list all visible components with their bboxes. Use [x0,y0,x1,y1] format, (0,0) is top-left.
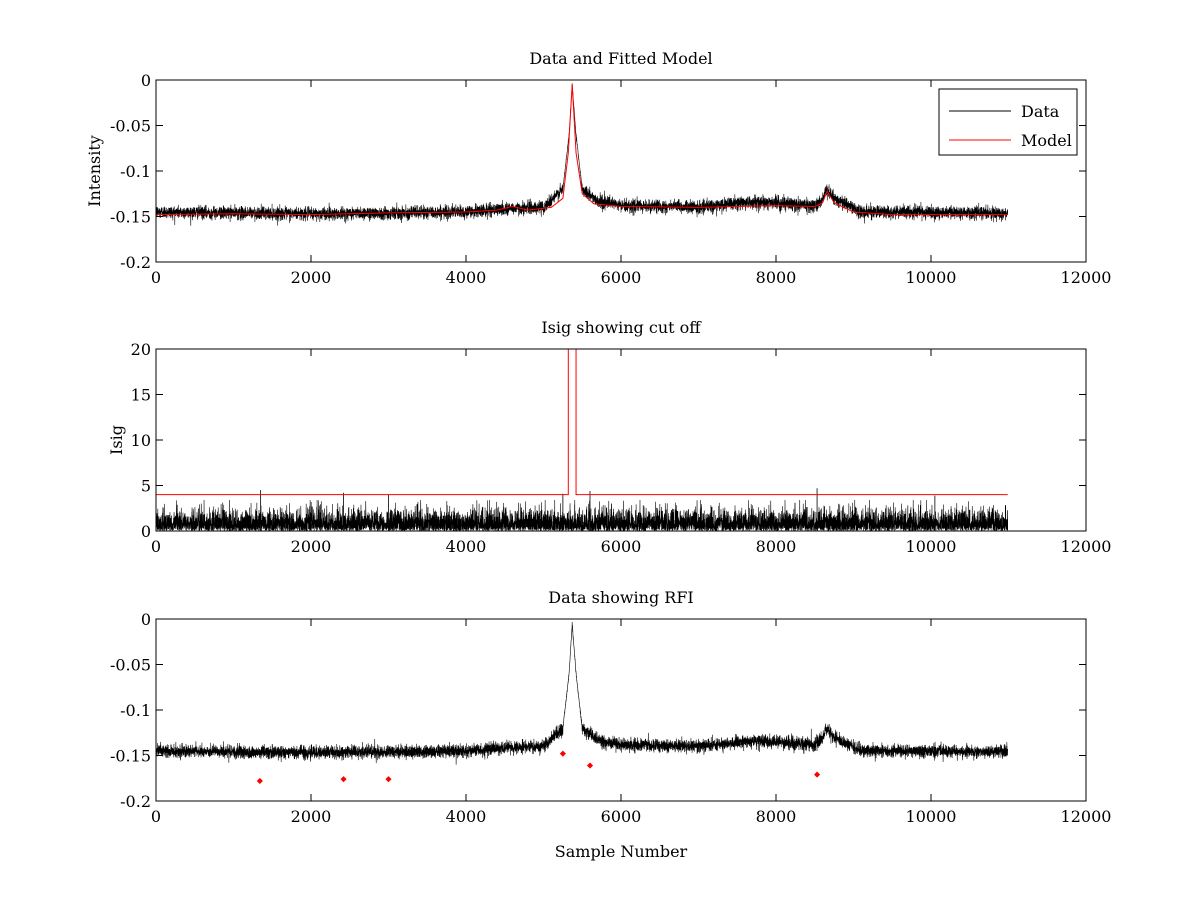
series-line-isig [156,500,1009,531]
y-tick-label: 20 [131,340,151,359]
series-line-data [156,621,1009,765]
x-tick-label: 8000 [756,268,797,287]
rfi-point [814,771,821,778]
legend-label-data: Data [1021,102,1060,121]
x-tick-label: 0 [151,537,161,556]
x-tick-label: 10000 [906,268,957,287]
x-tick-label: 10000 [906,537,957,556]
x-tick-label: 4000 [446,807,487,826]
chart-title: Data and Fitted Model [529,49,712,68]
x-tick-label: 6000 [601,807,642,826]
panel-2: 0 2000 4000 6000 8000 10000 12000 0 5 10 15 20 Isig … [107,318,1111,556]
series-line-model [156,84,1008,216]
legend-box [938,88,1078,156]
x-tick-label: 2000 [291,268,332,287]
x-tick-label: 8000 [756,537,797,556]
y-tick-label: -0.15 [110,208,151,227]
series-line-cutoff [156,349,1008,496]
panels: 0 2000 4000 6000 8000 10000 12000-0.2-0.15-0.1… [85,49,1111,861]
x-tick-label: 0 [151,268,161,287]
rfi-point [559,750,566,757]
chart-title: Data showing RFI [548,588,693,607]
panel-1: 0 2000 4000 6000 8000 10000 12000 -0.2 -0.15 -0.1… [85,49,1111,287]
y-tick-label: -0.2 [120,792,151,811]
x-tick-label: 2000 [291,807,332,826]
rfi-point [385,776,392,783]
x-tick-label: 10000 [906,807,957,826]
rfi-point [256,777,263,785]
y-tick-label: 5 [141,477,151,496]
x-tick-label: 6000 [601,537,642,556]
y-tick-label: -0.05 [110,117,151,136]
y-axis-label: Intensity [85,135,104,207]
x-axis-label: Sample Number [555,842,688,861]
y-tick-label: 10 [131,431,151,450]
y-tick-label: -0.15 [110,747,151,766]
legend-label-model: Model [1021,131,1072,150]
chart-title: Isig showing cut off [541,318,702,337]
x-tick-label: 6000 [601,268,642,287]
plot-area [156,349,1009,531]
x-tick-label: 8000 [756,807,797,826]
x-tick-label: 2000 [291,537,332,556]
plot-area [156,83,1009,226]
rfi-point [340,776,347,783]
x-tick-label: 12000 [1061,268,1112,287]
rfi-point [586,762,594,769]
plot-area [156,621,1009,785]
y-tick-label: -0.05 [110,656,151,675]
y-tick-label: 0 [141,610,151,629]
y-tick-label: -0.2 [120,253,151,272]
y-tick-label: 0 [141,71,151,90]
legend: Data Model [938,88,1078,156]
panel-3: 0 2000 4000 6000 8000 10000 12000 -0.2 -0.15 -0.1… [110,588,1111,861]
y-tick-label: 0 [141,522,151,541]
x-tick-label: 4000 [446,537,487,556]
x-tick-label: 12000 [1061,807,1112,826]
x-tick-label: 12000 [1061,537,1112,556]
y-axis-label: Isig [107,425,126,455]
y-tick-label: -0.1 [120,162,151,181]
x-tick-label: 0 [151,807,161,826]
x-tick-label: 4000 [446,268,487,287]
y-tick-label: -0.1 [120,701,151,720]
y-tick-label: 15 [131,386,151,405]
